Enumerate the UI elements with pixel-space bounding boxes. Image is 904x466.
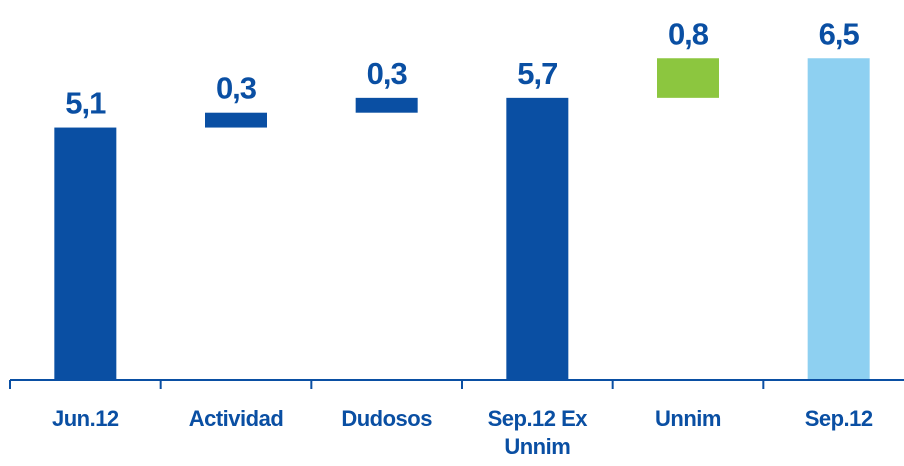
value-label: 6,5 xyxy=(819,16,860,51)
x-tick-label: Dudosos xyxy=(341,406,432,431)
x-tick-label: Sep.12 Ex Unnim xyxy=(487,406,588,459)
value-label: 5,1 xyxy=(65,86,106,121)
bar xyxy=(807,58,870,380)
value-label: 5,7 xyxy=(517,56,557,91)
x-tick-label: Jun.12 xyxy=(51,406,119,431)
value-label: 0,3 xyxy=(216,71,257,106)
x-tick-label: Actividad xyxy=(188,406,284,431)
bar xyxy=(506,97,569,380)
bar xyxy=(205,112,267,128)
x-tick-label: Unnim xyxy=(655,406,721,431)
bar xyxy=(657,58,719,98)
value-label: 0,3 xyxy=(367,56,408,91)
value-label: 0,8 xyxy=(668,16,709,51)
bar xyxy=(355,97,418,113)
bar xyxy=(54,127,117,380)
x-tick-label: Sep.12 xyxy=(804,406,873,431)
